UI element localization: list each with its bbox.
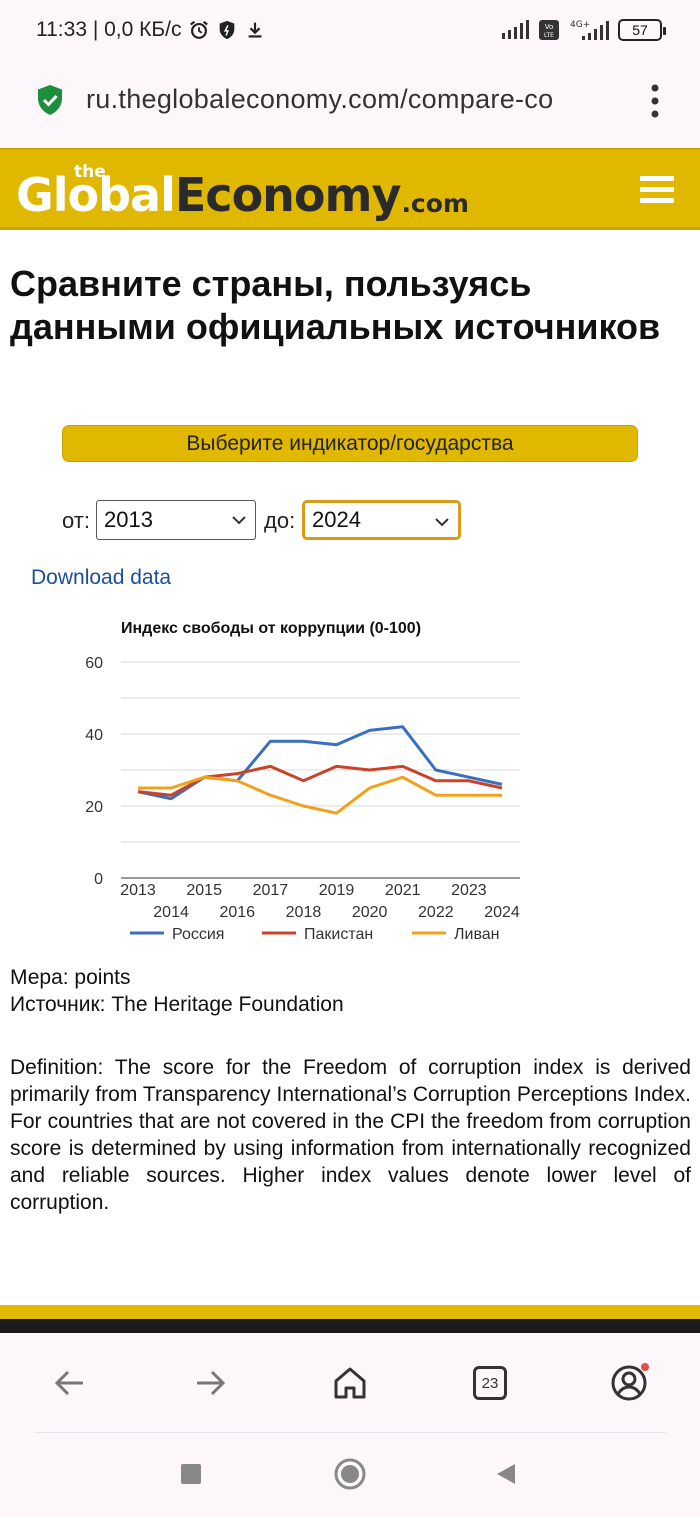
page-title: Сравните страны, пользуясь данными офици… (10, 263, 661, 347)
legend-label: Россия (172, 926, 224, 943)
nav-divider (34, 1432, 666, 1433)
home-circle-icon[interactable] (333, 1457, 367, 1491)
tabs-button[interactable]: 23 (468, 1361, 512, 1405)
tabs-count-icon: 23 (473, 1366, 507, 1400)
network-label: 4G+ (570, 20, 590, 30)
battery-level: 57 (632, 22, 648, 38)
logo-the: the (74, 162, 106, 182)
footer-bar (0, 1319, 700, 1333)
battery-icon: 57 (618, 19, 666, 41)
x-tick-label: 2023 (451, 882, 487, 899)
alarm-icon (189, 20, 208, 39)
recents-square-icon[interactable] (180, 1463, 202, 1485)
x-tick-label: 2014 (153, 904, 189, 921)
chart: Индекс свободы от коррупции (0-100) 0 20 40… (0, 610, 700, 950)
more-menu-icon[interactable] (650, 84, 660, 118)
x-tick-label: 2018 (286, 904, 322, 921)
x-tick-label: 2022 (418, 904, 454, 921)
chevron-down-icon (435, 518, 449, 527)
signal-4g-icon: 4G+ (570, 20, 609, 40)
download-data-link[interactable]: Download data (31, 566, 172, 589)
site-logo[interactable]: the Global Economy .com (16, 154, 469, 228)
legend-label: Ливан (454, 926, 500, 943)
status-bar: 11:33 | 0,0 КБ/с Vo LTE 4G+ 57 (0, 0, 700, 62)
series-line-Ливан (138, 775, 502, 815)
browser-url-bar: ru.theglobaleconomy.com/compare-co (0, 62, 700, 148)
chevron-down-icon (232, 516, 246, 525)
line-chart: Индекс свободы от коррупции (0-100) 0 20 40… (85, 620, 520, 943)
chart-meta: Мера: points Источник: The Heritage Foun… (10, 964, 344, 1018)
back-arrow-icon (54, 1370, 83, 1396)
svg-text:Vo: Vo (545, 23, 554, 31)
back-button[interactable] (48, 1361, 92, 1405)
y-tick-label: 20 (85, 799, 103, 816)
x-tick-label: 2024 (484, 904, 520, 921)
year-to-select[interactable]: 2024 (302, 500, 461, 540)
x-tick-label: 2013 (120, 882, 156, 899)
x-tick-label: 2019 (319, 882, 355, 899)
source-text: Источник: The Heritage Foundation (10, 993, 344, 1016)
measure-text: Мера: points (10, 966, 131, 989)
y-tick-label: 0 (94, 871, 103, 888)
status-time-speed: 11:33 | 0,0 КБ/с (36, 18, 182, 41)
logo-com: .com (401, 189, 469, 218)
forward-button[interactable] (188, 1361, 232, 1405)
y-tick-label: 40 (85, 727, 103, 744)
year-from-value: 2013 (104, 507, 153, 532)
account-icon (611, 1363, 649, 1401)
select-indicator-button[interactable]: Выберите индикатор/государства (62, 425, 638, 462)
year-from-select[interactable]: 2013 (96, 500, 256, 540)
logo-economy: Economy (174, 168, 402, 222)
system-nav-bar (0, 1433, 700, 1517)
year-to-value: 2024 (312, 507, 361, 532)
tabs-count: 23 (481, 1374, 499, 1392)
x-tick-label: 2021 (385, 882, 421, 899)
secure-shield-icon[interactable] (36, 84, 64, 116)
status-right: Vo LTE 4G+ 57 (500, 18, 666, 42)
download-status-icon (248, 22, 261, 38)
home-button[interactable] (328, 1361, 372, 1405)
browser-bottom-nav: 23 (0, 1333, 700, 1433)
svg-text:LTE: LTE (544, 32, 554, 39)
account-button[interactable] (608, 1361, 652, 1405)
footer-stripe (0, 1305, 700, 1319)
to-label: до: (264, 508, 296, 533)
forward-arrow-icon (197, 1370, 226, 1396)
home-icon (334, 1367, 366, 1399)
site-header: the Global Economy .com (0, 148, 700, 230)
x-tick-label: 2016 (219, 904, 255, 921)
y-tick-label: 60 (85, 655, 103, 672)
legend-label: Пакистан (304, 926, 373, 943)
definition-text: Definition: The score for the Freedom of… (10, 1056, 691, 1214)
logo-global: the Global (16, 162, 176, 222)
x-tick-label: 2020 (352, 904, 388, 921)
back-triangle-icon[interactable] (494, 1462, 518, 1486)
hamburger-menu-icon[interactable] (640, 176, 674, 204)
x-tick-label: 2015 (186, 882, 222, 899)
signal-icon (502, 20, 529, 39)
chart-title: Индекс свободы от коррупции (0-100) (121, 620, 421, 637)
status-left: 11:33 | 0,0 КБ/с (36, 18, 266, 42)
from-label: от: (62, 508, 90, 533)
series-line-Россия (137, 725, 503, 801)
url-field[interactable]: ru.theglobaleconomy.com/compare-co (86, 84, 554, 114)
shield-icon (219, 20, 234, 40)
x-tick-label: 2017 (253, 882, 289, 899)
